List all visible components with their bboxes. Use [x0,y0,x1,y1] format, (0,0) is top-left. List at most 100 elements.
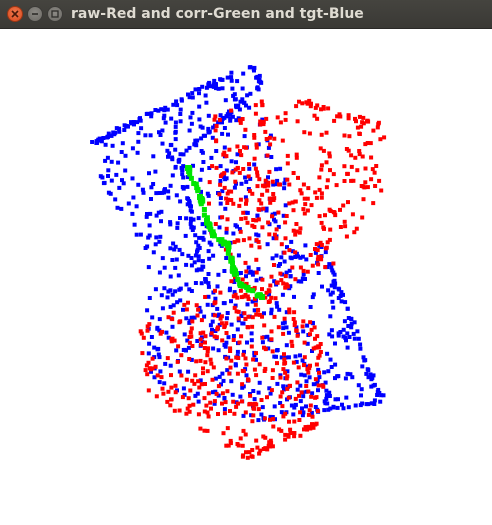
tgt-point [330,334,335,339]
raw-point [309,203,314,208]
tgt-point [242,100,247,105]
raw-point [324,160,329,165]
raw-point [255,170,260,175]
maximize-button[interactable] [47,6,63,22]
tgt-point [147,171,151,176]
raw-point-cloud [138,98,387,460]
tgt-point [265,242,270,247]
raw-point [352,230,357,235]
tgt-point [216,120,221,125]
tgt-point [272,404,277,409]
tgt-point [143,133,148,138]
tgt-point [211,390,215,395]
raw-point [337,112,342,117]
tgt-point [147,233,152,238]
raw-point [239,216,244,221]
tgt-point [281,326,286,331]
tgt-point [284,325,289,330]
tgt-point [141,190,146,195]
raw-point [232,240,237,245]
tgt-point [174,193,179,198]
tgt-point [159,293,164,298]
tgt-point [207,256,212,261]
raw-point [260,287,264,292]
raw-point [327,151,332,156]
tgt-point [168,183,173,188]
raw-point [342,219,347,224]
raw-point [302,363,306,368]
tgt-point [220,86,225,91]
raw-point [269,337,274,342]
title-bar[interactable]: raw-Red and corr-Green and tgt-Blue [0,0,492,29]
raw-point [314,362,319,367]
raw-point [272,232,277,237]
tgt-point [362,358,367,363]
tgt-point [160,256,165,261]
raw-point [215,325,220,330]
tgt-point [173,289,178,294]
tgt-point [145,308,150,313]
tgt-point [300,358,305,363]
tgt-point [182,332,187,337]
raw-point [305,196,310,201]
raw-point [145,328,150,333]
raw-point [229,198,234,202]
corr-point [195,187,201,193]
tgt-point [178,152,183,157]
tgt-point [202,230,207,235]
tgt-point [97,136,102,141]
tgt-point [173,147,178,152]
raw-point [214,138,219,143]
tgt-point [132,222,137,227]
raw-point [316,344,321,349]
raw-point [345,171,350,176]
tgt-point [216,393,221,398]
tgt-point [162,381,167,386]
point-cloud-canvas[interactable] [0,29,492,525]
raw-point [323,213,327,218]
tgt-point [268,391,273,396]
tgt-point [228,286,232,291]
tgt-point [149,114,154,119]
tgt-point [296,254,300,259]
tgt-point [154,235,159,240]
raw-point [307,408,312,413]
tgt-point [204,100,209,105]
raw-point [284,214,289,218]
raw-point [201,366,205,371]
raw-point [234,309,239,314]
tgt-point [178,298,183,303]
tgt-point [217,374,222,379]
raw-point [253,103,258,108]
tgt-point [330,299,335,304]
tgt-point [235,349,240,354]
tgt-point [136,182,141,187]
tgt-point [186,369,191,374]
tgt-point [278,373,283,378]
raw-point [297,230,302,235]
raw-point [335,114,340,119]
raw-point [253,166,258,171]
close-button[interactable] [7,6,23,22]
tgt-point [327,390,332,395]
tgt-point [207,166,212,170]
tgt-point [158,369,163,374]
tgt-point [222,407,227,412]
tgt-point [287,268,292,273]
tgt-point [106,134,110,139]
raw-point [246,297,251,301]
minimize-button[interactable] [27,6,43,22]
tgt-point [294,325,299,330]
raw-point [291,171,296,175]
raw-point [238,288,243,293]
raw-point [208,400,213,405]
tgt-point [187,145,192,150]
tgt-point [338,294,343,298]
raw-point [214,335,219,340]
raw-point [262,369,267,373]
raw-point [231,399,236,404]
tgt-point [224,316,229,321]
raw-point [145,324,150,329]
tgt-point [122,128,127,132]
tgt-point [235,152,240,157]
